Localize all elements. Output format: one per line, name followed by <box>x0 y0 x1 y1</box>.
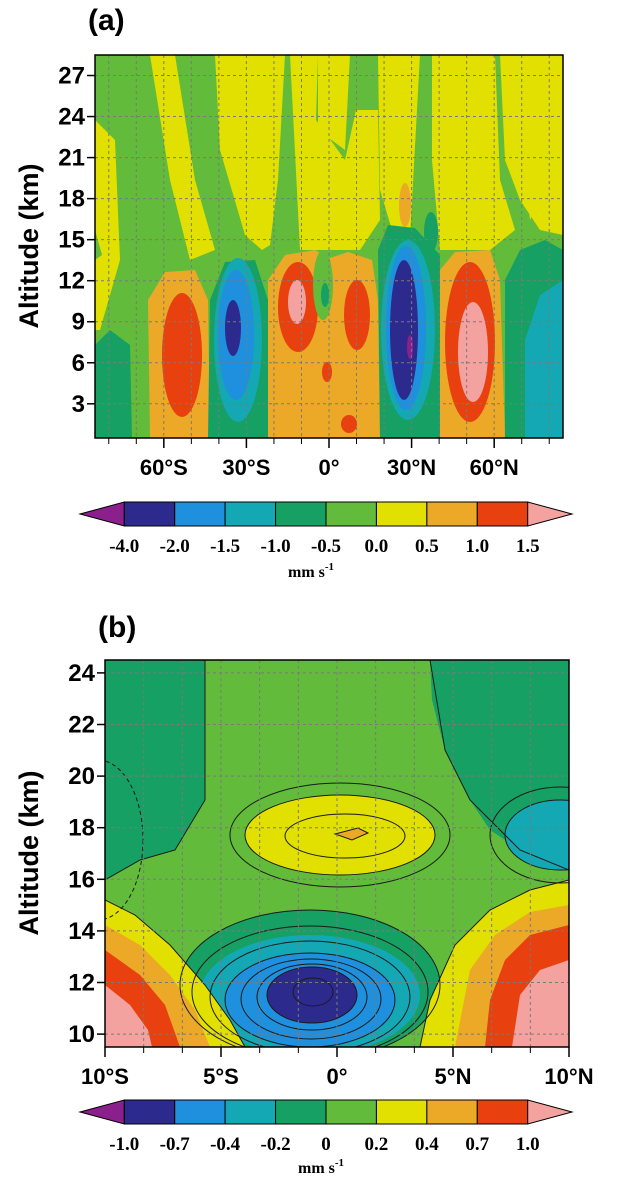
panel-a-colorbar-swatch <box>225 502 275 526</box>
panel-a-colorbar-swatch <box>326 502 376 526</box>
panel-b-y-tick-label: 22 <box>68 712 95 739</box>
panel-a-x-ticks: 60°S 30°S 0° 30°N 60°N <box>109 438 549 480</box>
panel-a-y-tick-label: 3 <box>72 391 85 418</box>
panel-a: (a) Altitude (km) <box>14 4 572 581</box>
panel-a-colorbar-swatch <box>477 502 527 526</box>
panel-a-colorbar-swatch <box>124 502 174 526</box>
panel-a-cell-dkgreen-eq <box>321 283 329 307</box>
panel-a-cell-pink-16s <box>288 280 306 324</box>
panel-a-x-tick-label: 60°S <box>140 455 188 480</box>
panel-b-colorbar-swatch <box>175 1100 225 1124</box>
panel-a-cell-purple-25n <box>407 335 413 359</box>
panel-b-colorbar-label: 0.7 <box>465 1134 489 1155</box>
panel-b-colorbar-swatch <box>376 1100 426 1124</box>
panel-a-cell-dkgreen-30n <box>424 212 438 252</box>
panel-b-colorbar-swatch <box>276 1100 326 1124</box>
panel-a-y-tick-label: 18 <box>58 186 85 213</box>
panel-b-colorbar-label: 1.0 <box>516 1134 540 1155</box>
panel-a-y-ticks: 3 6 9 12 15 18 21 24 27 <box>58 63 95 418</box>
panel-b-colorbar: -1.0 -0.7 -0.4 -0.2 0 0.2 0.4 0.7 1.0 <box>80 1100 572 1155</box>
panel-b-colorbar-swatch <box>427 1100 477 1124</box>
panel-b-colorbar-swatch <box>80 1100 124 1124</box>
panel-a-y-tick-label: 9 <box>72 309 85 336</box>
panel-b-y-tick-label: 16 <box>68 866 95 893</box>
panel-a-colorbar-label: -1.5 <box>210 536 240 557</box>
panel-a-y-tick-label: 21 <box>58 145 85 172</box>
panel-a-band-dkgreen-left <box>95 330 132 438</box>
panel-a-colorbar-label: -2.0 <box>160 536 190 557</box>
panel-b-colorbar-label: -0.7 <box>160 1134 191 1155</box>
panel-b-colorbar-swatch <box>326 1100 376 1124</box>
panel-a-y-tick-label: 15 <box>58 227 85 254</box>
panel-a-colorbar-label: 0.0 <box>365 536 389 557</box>
panel-a-x-tick-label: 0° <box>318 455 339 480</box>
panel-a-label: (a) <box>88 4 125 37</box>
panel-b-x-tick-label: 0° <box>326 1064 347 1089</box>
panel-b-x-tick-label: 5°S <box>203 1064 239 1089</box>
panel-b-colorbar-swatch <box>528 1100 572 1124</box>
panel-a-colorbar-swatch <box>276 502 326 526</box>
panel-b-y-tick-label: 14 <box>68 918 95 945</box>
panel-a-colorbar-label: -4.0 <box>109 536 139 557</box>
panel-b-colorbar-label: 0 <box>321 1134 331 1155</box>
panel-a-y-tick-label: 27 <box>58 63 85 90</box>
panel-b-colorbar-label: -1.0 <box>109 1134 139 1155</box>
panel-a-cell-red-55s <box>162 293 202 417</box>
panel-b-x-tick-label: 10°S <box>81 1064 129 1089</box>
panel-a-colorbar-swatch <box>528 502 572 526</box>
panel-b-x-ticks: 10°S 5°S 0° 5°N 10°N <box>81 1047 594 1089</box>
panel-a-colorbar-label: 1.5 <box>516 536 540 557</box>
panel-a-colorbar-unit: mm s-1 <box>288 561 334 581</box>
panel-b-y-tick-label: 24 <box>68 660 95 687</box>
panel-a-x-tick-label: 30°N <box>387 455 436 480</box>
panel-a-colorbar-swatch <box>80 502 124 526</box>
panel-b-y-tick-label: 18 <box>68 815 95 842</box>
panel-b-colorbar-unit: mm s-1 <box>298 1157 344 1177</box>
panel-b-colorbar-swatch <box>477 1100 527 1124</box>
panel-a-colorbar-label: -1.0 <box>261 536 291 557</box>
panel-b-y-tick-label: 20 <box>68 763 95 790</box>
panel-a-cell-red-eq-bottom <box>341 415 357 433</box>
panel-b-y-ticks: 10 12 14 16 18 20 22 24 <box>68 660 105 1048</box>
panel-b-colorbar-label: 0.4 <box>415 1134 439 1155</box>
panel-a-cell-red-eq-low <box>322 362 332 382</box>
panel-a-y-tick-label: 24 <box>58 104 85 131</box>
panel-a-y-tick-label: 12 <box>58 268 85 295</box>
panel-a-colorbar-swatch <box>175 502 225 526</box>
panel-a-colorbar-swatch <box>427 502 477 526</box>
panel-b-colorbar-label: -0.2 <box>261 1134 291 1155</box>
panel-b-colorbar-label: 0.2 <box>365 1134 389 1155</box>
panel-a-colorbar-label: 0.5 <box>415 536 439 557</box>
panel-b-colorbar-swatch <box>225 1100 275 1124</box>
panel-b-x-tick-label: 10°N <box>544 1064 593 1089</box>
panel-a-colorbar: -4.0 -2.0 -1.5 -1.0 -0.5 0.0 0.5 1.0 1.5 <box>80 502 572 557</box>
panel-b-x-tick-label: 5°N <box>435 1064 472 1089</box>
panel-b: (b) Altitude (km) <box>14 611 622 1177</box>
panel-a-cell-orange-25n-upper <box>399 183 411 227</box>
panel-b-colorbar-label: -0.4 <box>210 1134 241 1155</box>
panel-a-cell-pink-52n <box>458 302 488 402</box>
panel-b-y-tick-label: 10 <box>68 1021 95 1048</box>
panel-a-cell-navy-40s <box>225 300 241 356</box>
panel-a-y-tick-label: 6 <box>72 350 85 377</box>
panel-b-label: (b) <box>98 611 136 644</box>
panel-a-colorbar-swatch <box>376 502 426 526</box>
panel-b-y-axis-title: Altitude (km) <box>14 771 44 936</box>
panel-a-colorbar-label: 1.0 <box>465 536 489 557</box>
panel-b-colorbar-swatch <box>124 1100 174 1124</box>
panel-b-y-tick-label: 12 <box>68 970 95 997</box>
panel-a-y-axis-title: Altitude (km) <box>14 164 44 329</box>
panel-a-x-tick-label: 60°N <box>470 455 519 480</box>
panel-a-x-tick-label: 30°S <box>222 455 270 480</box>
panel-a-colorbar-label: -0.5 <box>311 536 341 557</box>
